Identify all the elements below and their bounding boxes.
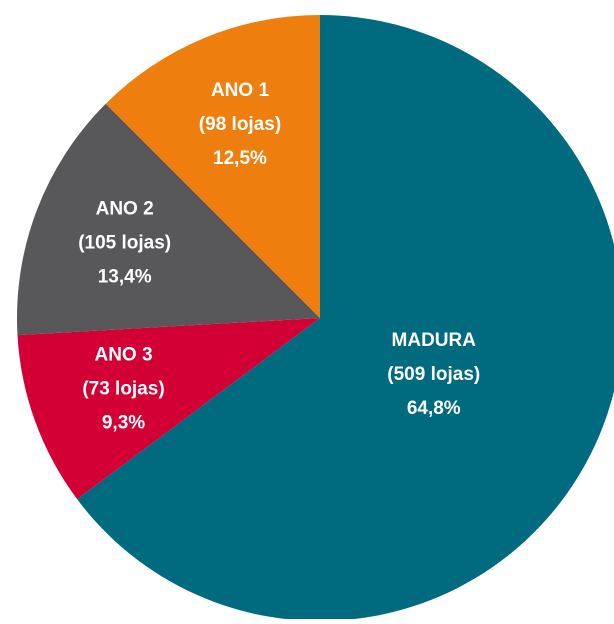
slice-percent: 13,4% xyxy=(98,267,152,288)
pie-slice xyxy=(77,15,614,621)
slice-percent: 9,3% xyxy=(102,412,145,433)
slice-category: ANO 1 xyxy=(211,80,270,101)
pie-slice xyxy=(105,15,320,318)
slice-percent: 12,5% xyxy=(213,148,267,169)
slice-category: ANO 2 xyxy=(96,199,154,220)
slice-category: ANO 3 xyxy=(94,344,152,365)
pie-slice xyxy=(17,103,321,336)
slice-count: (509 lojas) xyxy=(387,364,480,385)
slice-percent: 64,8% xyxy=(407,398,461,419)
pie-slice xyxy=(17,318,320,500)
slice-count: (73 lojas) xyxy=(82,378,164,399)
slice-count: (105 lojas) xyxy=(78,233,171,254)
slice-count: (98 lojas) xyxy=(199,114,281,135)
slice-category: MADURA xyxy=(392,330,477,351)
